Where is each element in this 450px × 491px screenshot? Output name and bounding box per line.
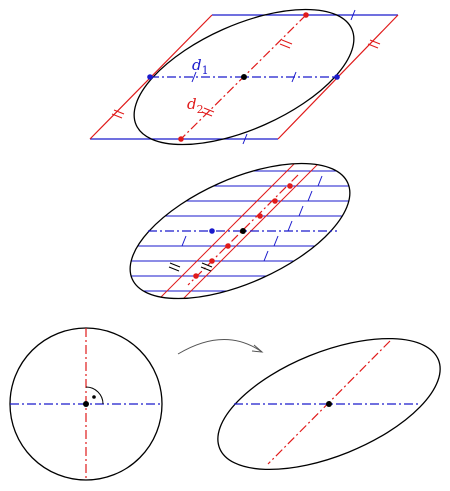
ellipse-1 (133, 8, 355, 146)
figure-circle (9, 327, 163, 481)
diagonal-lines (149, 157, 325, 309)
ellipse-4 (217, 337, 441, 471)
label-d1: d1 (192, 56, 209, 77)
tick-marks-red (111, 39, 381, 119)
center-point-2 (240, 228, 246, 234)
tick-marks-blue (191, 9, 356, 145)
figure-parallelogram: d1 d2 (89, 8, 399, 146)
point-d2-bottom (178, 136, 184, 142)
figure-parallel-chords (111, 157, 369, 309)
center-point-4 (326, 401, 332, 407)
diameter-d2-fig2 (187, 174, 299, 286)
chord-midpoints (193, 183, 293, 279)
transform-arrow (177, 339, 264, 355)
center-point-3 (83, 401, 89, 407)
right-angle-dot (92, 395, 96, 399)
chord-ticks (181, 175, 323, 262)
figure-ellipse-image (217, 337, 441, 471)
ellipse-2 (129, 162, 351, 300)
point-blue-fig2 (209, 228, 215, 234)
right-angle-arc (85, 386, 104, 405)
double-ticks (168, 262, 213, 272)
arrow-head-icon (251, 344, 264, 353)
point-d1-left (147, 74, 153, 80)
label-d2: d2 (187, 95, 204, 116)
center-point-1 (241, 74, 247, 80)
curved-arrow (177, 339, 263, 355)
point-d1-right (334, 74, 340, 80)
point-d2-top (303, 12, 309, 18)
